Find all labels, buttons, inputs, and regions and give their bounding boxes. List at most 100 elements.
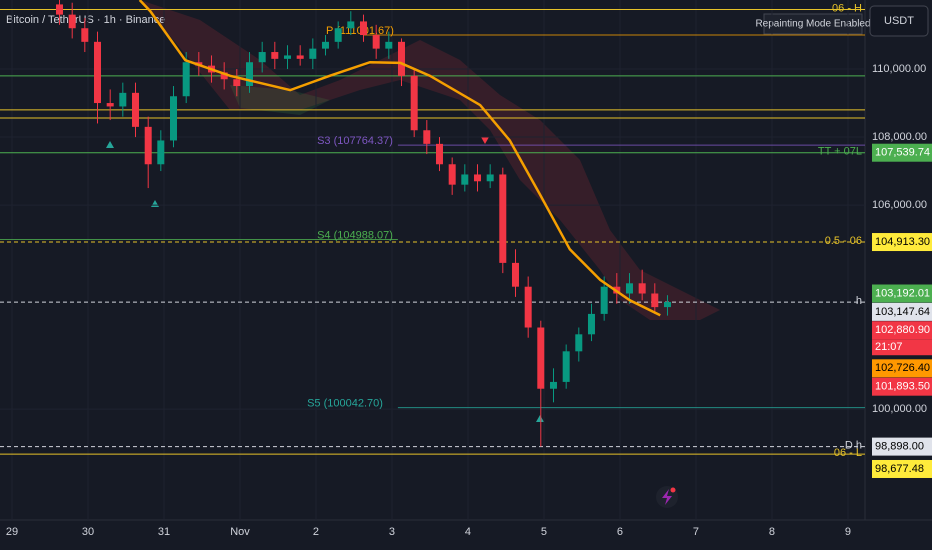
candle-body <box>625 283 633 294</box>
chart-title: Bitcoin / TetherUS · 1h · Binance <box>6 14 165 26</box>
candle-body <box>94 41 102 104</box>
x-tick-label: 6 <box>617 526 623 538</box>
price-label-box <box>872 437 932 456</box>
price-label-box <box>872 459 932 478</box>
candle-body <box>448 164 456 185</box>
candle-body <box>68 14 76 29</box>
candle-body <box>651 293 659 308</box>
candle-body <box>119 92 127 107</box>
currency[interactable]: USDT <box>884 15 914 27</box>
price-label: 103,192.01 <box>875 287 930 299</box>
level-label: 06 - H <box>832 2 862 14</box>
candle-body <box>473 174 481 182</box>
x-tick-label: 7 <box>693 526 699 538</box>
candle-body <box>321 41 329 49</box>
candle-body <box>397 41 405 76</box>
candle-body <box>132 92 140 127</box>
candle-body <box>423 130 431 144</box>
candle-body <box>435 143 443 165</box>
alert-icon-bolt <box>662 489 672 505</box>
candle-body <box>663 302 671 308</box>
price-label: 102,880.90 <box>875 324 930 336</box>
level-label: 06 - L <box>834 447 862 459</box>
x-tick-label: 3 <box>389 526 395 538</box>
candle-body <box>499 174 507 263</box>
y-tick-label: 108,000.00 <box>872 131 927 143</box>
price-label-box <box>872 233 932 252</box>
candle-body <box>537 327 545 389</box>
candle-body <box>600 286 608 314</box>
price-label-box <box>872 321 932 340</box>
level-label: h <box>856 295 862 307</box>
candle-body <box>549 381 557 389</box>
y-tick-label: 106,000.00 <box>872 199 927 211</box>
y-tick-label: 100,000.00 <box>872 403 927 415</box>
price-label-box <box>872 359 932 378</box>
x-tick-label: 8 <box>769 526 775 538</box>
ichimoku-cloud <box>140 0 720 320</box>
candle-body <box>157 140 165 165</box>
x-tick-label: 4 <box>465 526 471 538</box>
candle-body <box>220 72 228 80</box>
candle-body <box>309 48 317 59</box>
price-label: 102,726.40 <box>875 362 930 374</box>
price-label-box <box>872 302 932 321</box>
candle-body <box>283 55 291 59</box>
price-label-box <box>872 143 932 162</box>
candle-body <box>182 62 190 97</box>
y-tick-label: 110,000.00 <box>872 63 926 75</box>
price-label: 98,898.00 <box>875 441 924 453</box>
x-tick-label: 9 <box>845 526 851 538</box>
x-tick-label: 2 <box>313 526 319 538</box>
level-label: 0.5 - 06 <box>825 235 862 247</box>
candle-body <box>638 283 646 294</box>
candle-body <box>271 52 279 59</box>
candle-body <box>562 351 570 382</box>
ichimoku-cloud <box>230 85 330 115</box>
candle-body <box>410 75 418 131</box>
price-label: 101,893.50 <box>875 381 930 393</box>
candle-body <box>486 174 494 182</box>
notice-box <box>763 13 863 35</box>
candle-body <box>385 41 393 49</box>
x-tick-label: 5 <box>541 526 547 538</box>
price-label: 107,539.74 <box>875 147 930 159</box>
candle-body <box>81 28 89 42</box>
candle-body <box>575 334 583 352</box>
candle-body <box>511 262 519 287</box>
signal-marker <box>481 137 489 144</box>
candle-body <box>233 79 241 87</box>
price-label-box <box>872 377 932 396</box>
candle-body <box>461 174 469 185</box>
candle-body <box>106 103 114 107</box>
x-tick-label: 31 <box>158 526 170 538</box>
level-label: D h <box>845 440 862 452</box>
price-label: 103,147.64 <box>875 306 930 318</box>
moving-average <box>138 0 661 317</box>
level-label: TT + 07L <box>818 146 862 158</box>
notice: Repainting Mode Enabled <box>755 19 870 30</box>
candle-body <box>56 4 64 15</box>
candle-body <box>296 55 304 59</box>
candle-body <box>258 52 266 63</box>
candle-body <box>245 62 253 87</box>
alert-dot <box>670 487 676 493</box>
cloud <box>140 0 720 320</box>
candle-body <box>372 35 380 49</box>
price-label: 98,677.48 <box>875 463 924 475</box>
countdown: 21:07 <box>875 341 903 353</box>
pivot-label: S4 (104988.07) <box>317 229 393 241</box>
candle-body <box>144 126 152 165</box>
price-label-box <box>872 284 932 303</box>
pivot-label: S3 (107764.37) <box>317 135 393 147</box>
countdown-box <box>872 339 932 356</box>
pivot-label: S5 (100042.70) <box>307 398 383 410</box>
candle-body <box>170 96 178 141</box>
x-tick-label: 30 <box>82 526 94 538</box>
candle-body <box>524 286 532 328</box>
currency-button[interactable] <box>869 5 929 37</box>
candle-body <box>334 28 342 42</box>
x-tick-label: Nov <box>230 526 250 538</box>
